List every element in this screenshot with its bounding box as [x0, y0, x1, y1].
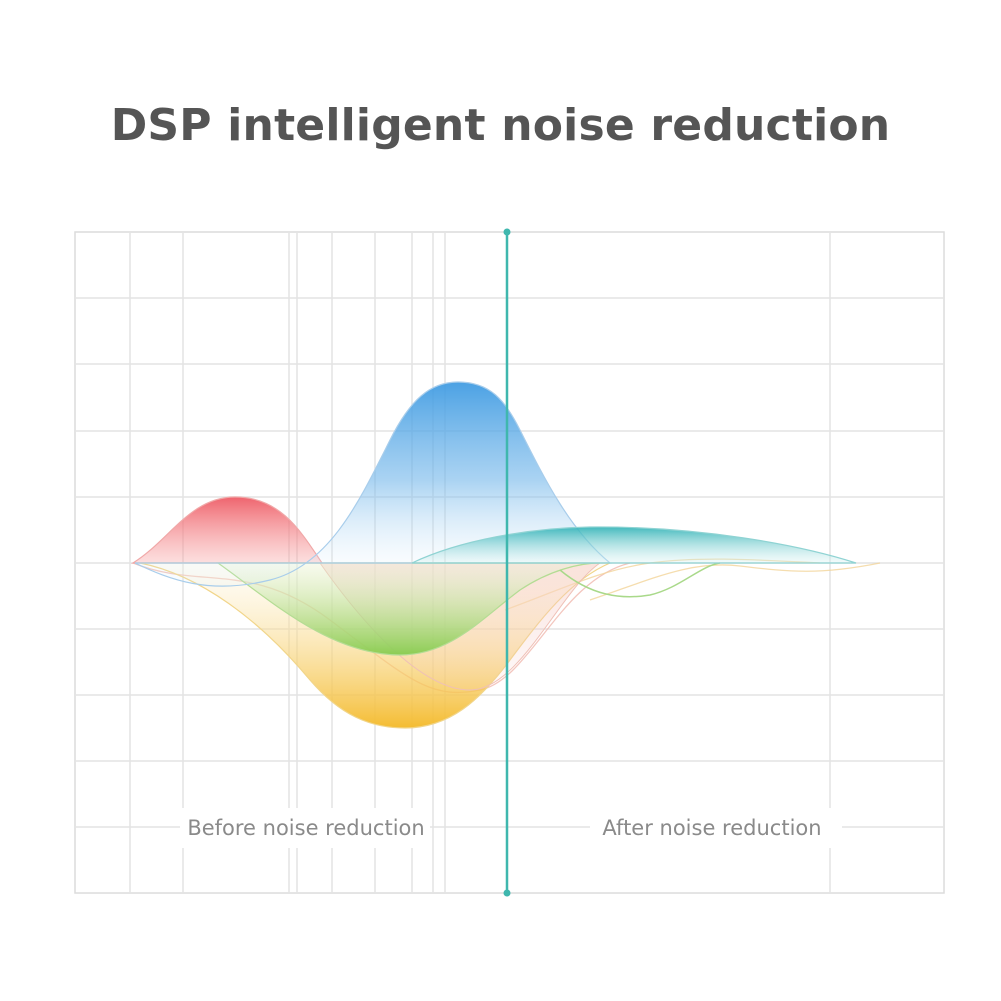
green-wave	[216, 562, 601, 656]
green-tail	[559, 562, 721, 598]
page-title: DSP intelligent noise reduction	[110, 100, 891, 151]
red-wave	[130, 496, 324, 564]
after-label: After noise reduction	[602, 816, 821, 840]
before-label: Before noise reduction	[187, 816, 424, 840]
teal-wave	[411, 526, 857, 564]
divider-line	[503, 228, 511, 897]
blue-wave	[134, 381, 612, 587]
